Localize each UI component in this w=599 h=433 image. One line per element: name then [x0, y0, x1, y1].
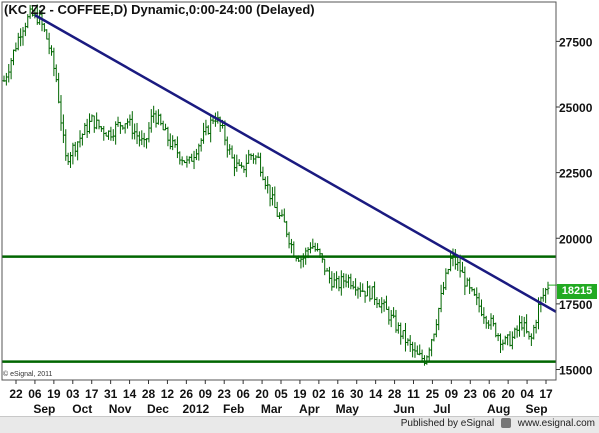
x-tick-label: 06: [236, 387, 250, 401]
plot-frame: [1, 1, 557, 381]
watermark: © eSignal, 2011: [3, 371, 53, 378]
y-tick-label: 27500: [559, 35, 593, 49]
month-label: Dec: [147, 402, 169, 416]
x-tick-label: 04: [520, 387, 534, 401]
x-tick-label: 22: [9, 387, 23, 401]
month-label: Apr: [299, 402, 320, 416]
x-tick-label: 28: [142, 387, 156, 401]
month-label: 2012: [182, 402, 209, 416]
x-tick-label: 26: [180, 387, 194, 401]
x-tick-label: 19: [293, 387, 307, 401]
chart-title: (KC Z2 - COFFEE,D) Dynamic,0:00-24:00 (D…: [4, 2, 315, 17]
footer-bar: Published by eSignal www.esignal.com: [0, 416, 599, 433]
month-label: Oct: [72, 402, 92, 416]
x-tick-label: 17: [539, 387, 553, 401]
month-label: Jul: [433, 402, 450, 416]
x-tick-label: 30: [350, 387, 364, 401]
month-label: Nov: [109, 402, 132, 416]
x-tick-label: 14: [123, 387, 137, 401]
y-tick-label: 25000: [559, 101, 593, 115]
x-tick-label: 02: [312, 387, 326, 401]
y-tick-label: 17500: [559, 298, 593, 312]
x-tick-label: 06: [28, 387, 42, 401]
month-label: Feb: [223, 402, 244, 416]
esignal-logo-icon: [500, 418, 511, 429]
y-tick-label: 22500: [559, 167, 593, 181]
x-tick-label: 31: [104, 387, 118, 401]
month-label: Mar: [261, 402, 283, 416]
y-tick-label: 15000: [559, 364, 593, 378]
x-tick-label: 17: [85, 387, 99, 401]
footer-text: Published by eSignal www.esignal.com: [401, 418, 595, 429]
x-tick-label: 20: [255, 387, 269, 401]
x-tick-label: 06: [483, 387, 497, 401]
x-tick-label: 05: [274, 387, 288, 401]
published-label: Published by eSignal: [400, 418, 495, 429]
month-label: Jun: [393, 402, 414, 416]
x-tick-label: 09: [199, 387, 213, 401]
month-label: Sep: [33, 402, 55, 416]
month-label: Aug: [487, 402, 510, 416]
x-tick-label: 12: [161, 387, 175, 401]
x-tick-label: 28: [388, 387, 402, 401]
month-label: Sep: [526, 402, 548, 416]
x-tick-label: 19: [47, 387, 61, 401]
footer-url[interactable]: www.esignal.com: [517, 418, 595, 429]
last-price-badge: 18215: [557, 284, 597, 299]
x-tick-label: 11: [407, 387, 420, 401]
x-tick-label: 20: [501, 387, 515, 401]
x-tick-label: 14: [369, 387, 383, 401]
x-tick-label: 23: [218, 387, 232, 401]
x-tick-label: 25: [426, 387, 440, 401]
x-tick-label: 03: [66, 387, 80, 401]
x-tick-label: 09: [445, 387, 459, 401]
down-trendline[interactable]: [34, 14, 557, 313]
month-label: May: [336, 402, 360, 416]
y-tick-label: 20000: [559, 232, 593, 246]
x-tick-label: 23: [464, 387, 478, 401]
x-tick-label: 16: [331, 387, 345, 401]
